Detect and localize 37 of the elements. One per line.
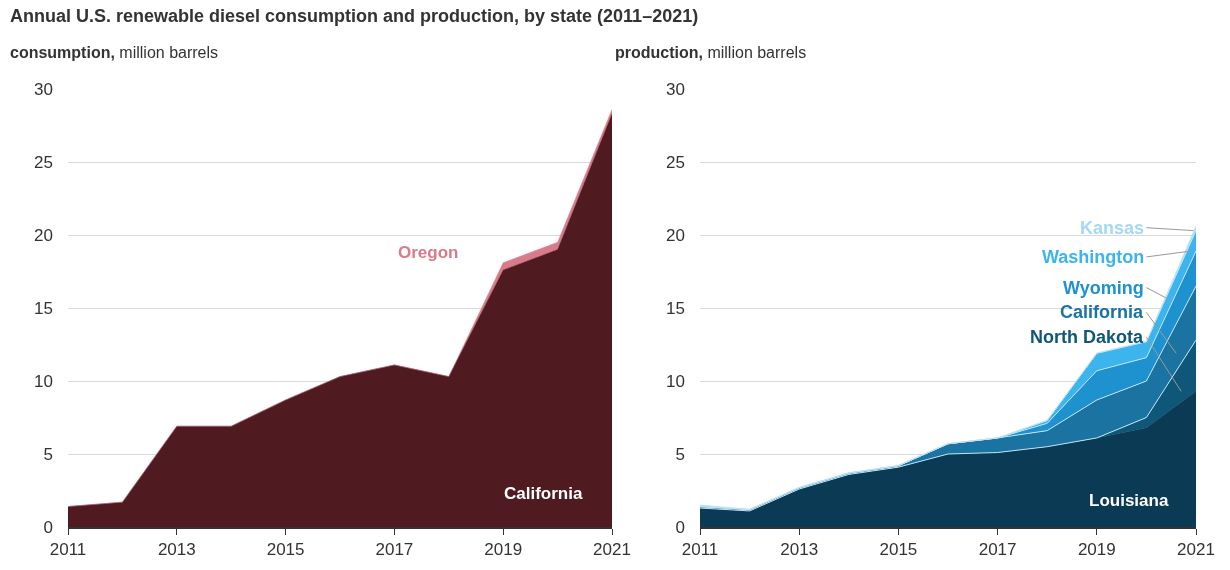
x-tick-label: 2011 (681, 539, 719, 559)
y-tick-label: 5 (43, 444, 53, 464)
y-axis-title: consumption, million barrels (10, 44, 219, 61)
x-tick-label: 2017 (978, 539, 1017, 559)
x-tick-label: 2011 (49, 539, 87, 559)
y-tick-label: 20 (666, 225, 685, 245)
text: Oregon (398, 243, 459, 262)
series-label: Wyoming (1063, 278, 1144, 298)
y-axis-title: production, million barrels (615, 44, 807, 61)
x-tick-label: 2017 (375, 539, 414, 559)
x-tick-label: 2013 (780, 539, 819, 559)
series-label: California (504, 484, 583, 503)
text: North Dakota (1030, 327, 1144, 347)
y-tick-label: 0 (675, 517, 685, 537)
y-tick-label: 30 (34, 79, 53, 99)
y-tick-label: 10 (666, 371, 685, 391)
y-tick-label: 10 (34, 371, 53, 391)
x-tick-label: 2021 (593, 539, 631, 559)
x-tick-label: 2015 (879, 539, 918, 559)
y-tick-label: 25 (34, 152, 53, 172)
series-label: Washington (1042, 247, 1145, 267)
series-label: Louisiana (1089, 491, 1169, 510)
y-tick-label: 15 (34, 298, 53, 318)
y-tick-label: 0 (43, 517, 53, 537)
y-tick-label: 25 (666, 152, 685, 172)
y-tick-label: 20 (34, 225, 53, 245)
text: Kansas (1080, 218, 1145, 238)
x-tick-label: 2021 (1177, 539, 1215, 559)
x-tick-label: 2019 (1077, 539, 1116, 559)
y-tick-label: 5 (675, 444, 685, 464)
x-tick-label: 2015 (266, 539, 305, 559)
y-tick-label: 30 (666, 79, 685, 99)
series-label: California (1060, 302, 1144, 322)
x-tick-label: 2013 (157, 539, 196, 559)
x-tick-label: 2019 (484, 539, 523, 559)
chart-title: Annual U.S. renewable diesel consumption and production, by state (2011–2021) (10, 6, 699, 27)
y-tick-label: 15 (666, 298, 685, 318)
